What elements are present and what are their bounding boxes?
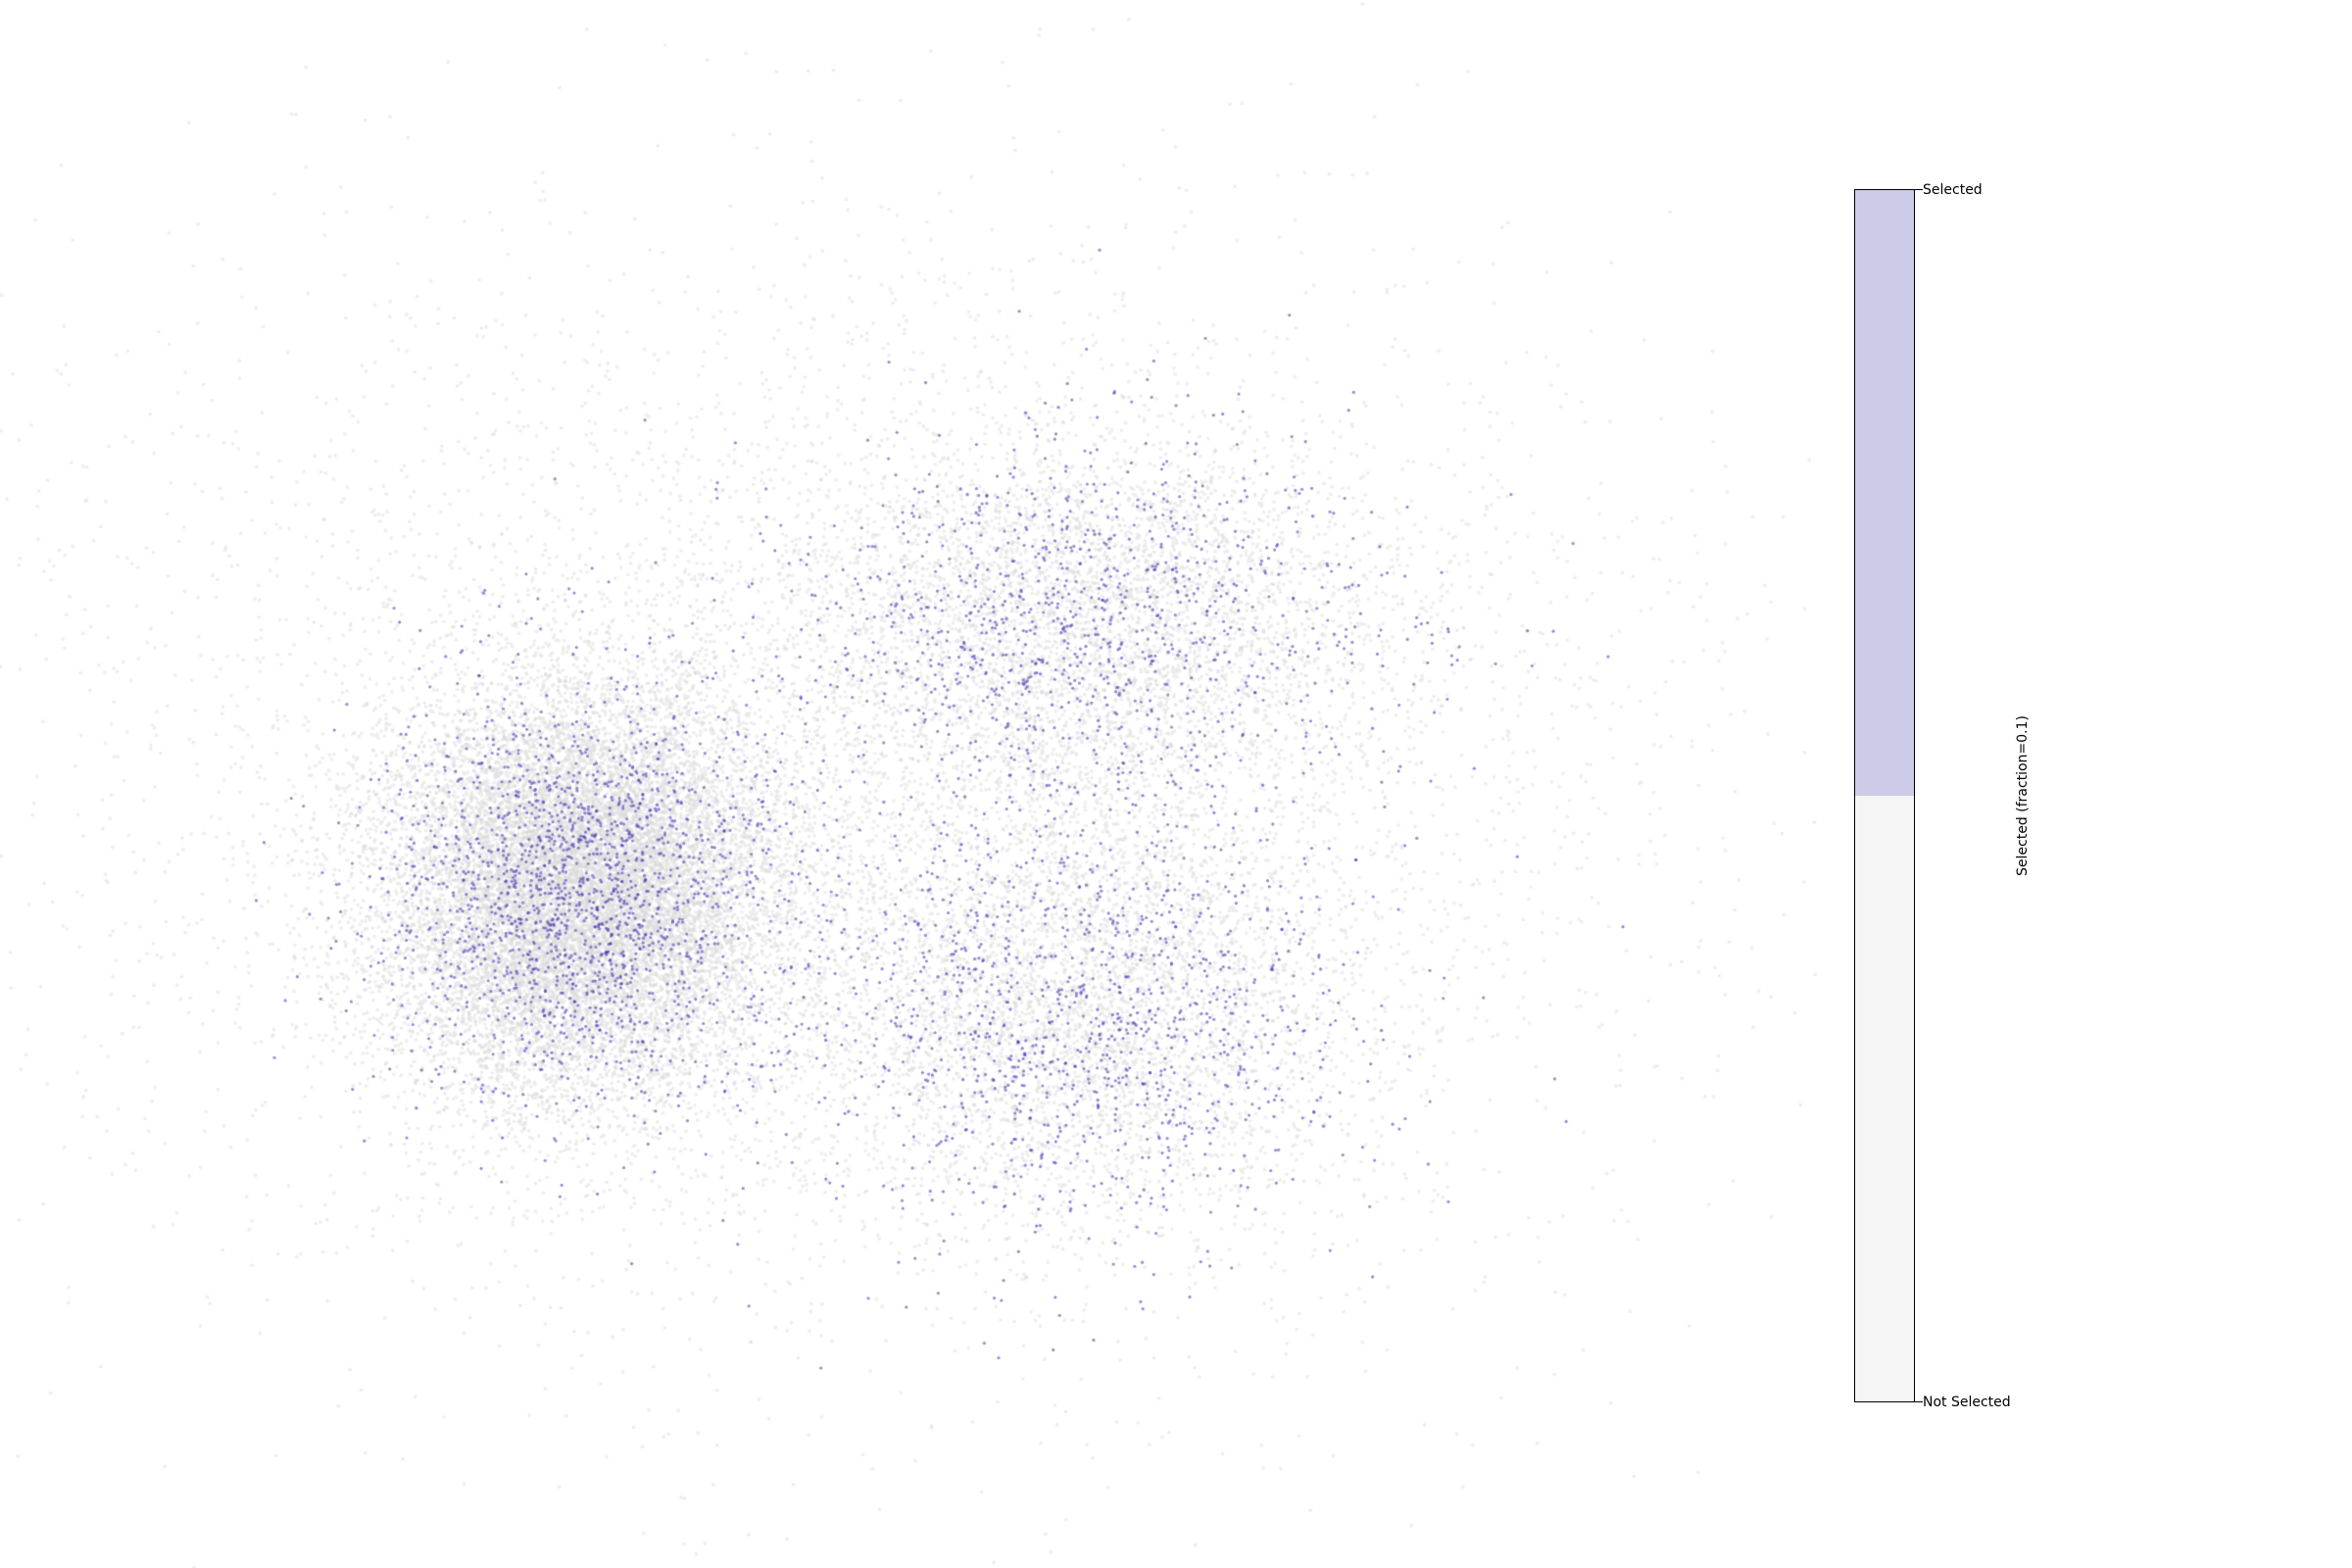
colorbar-tick-not-selected	[1915, 1401, 1923, 1402]
colorbar-selected-segment	[1855, 190, 1914, 796]
colorbar	[1854, 189, 1915, 1402]
colorbar-tick-selected	[1915, 189, 1923, 190]
colorbar-not-selected-segment	[1855, 796, 1914, 1401]
colorbar-ticklabel-selected: Selected	[1923, 182, 1983, 198]
colorbar-ticklabel-not-selected: Not Selected	[1923, 1395, 2011, 1410]
colorbar-label: Selected (fraction=0.1)	[2015, 715, 2031, 876]
